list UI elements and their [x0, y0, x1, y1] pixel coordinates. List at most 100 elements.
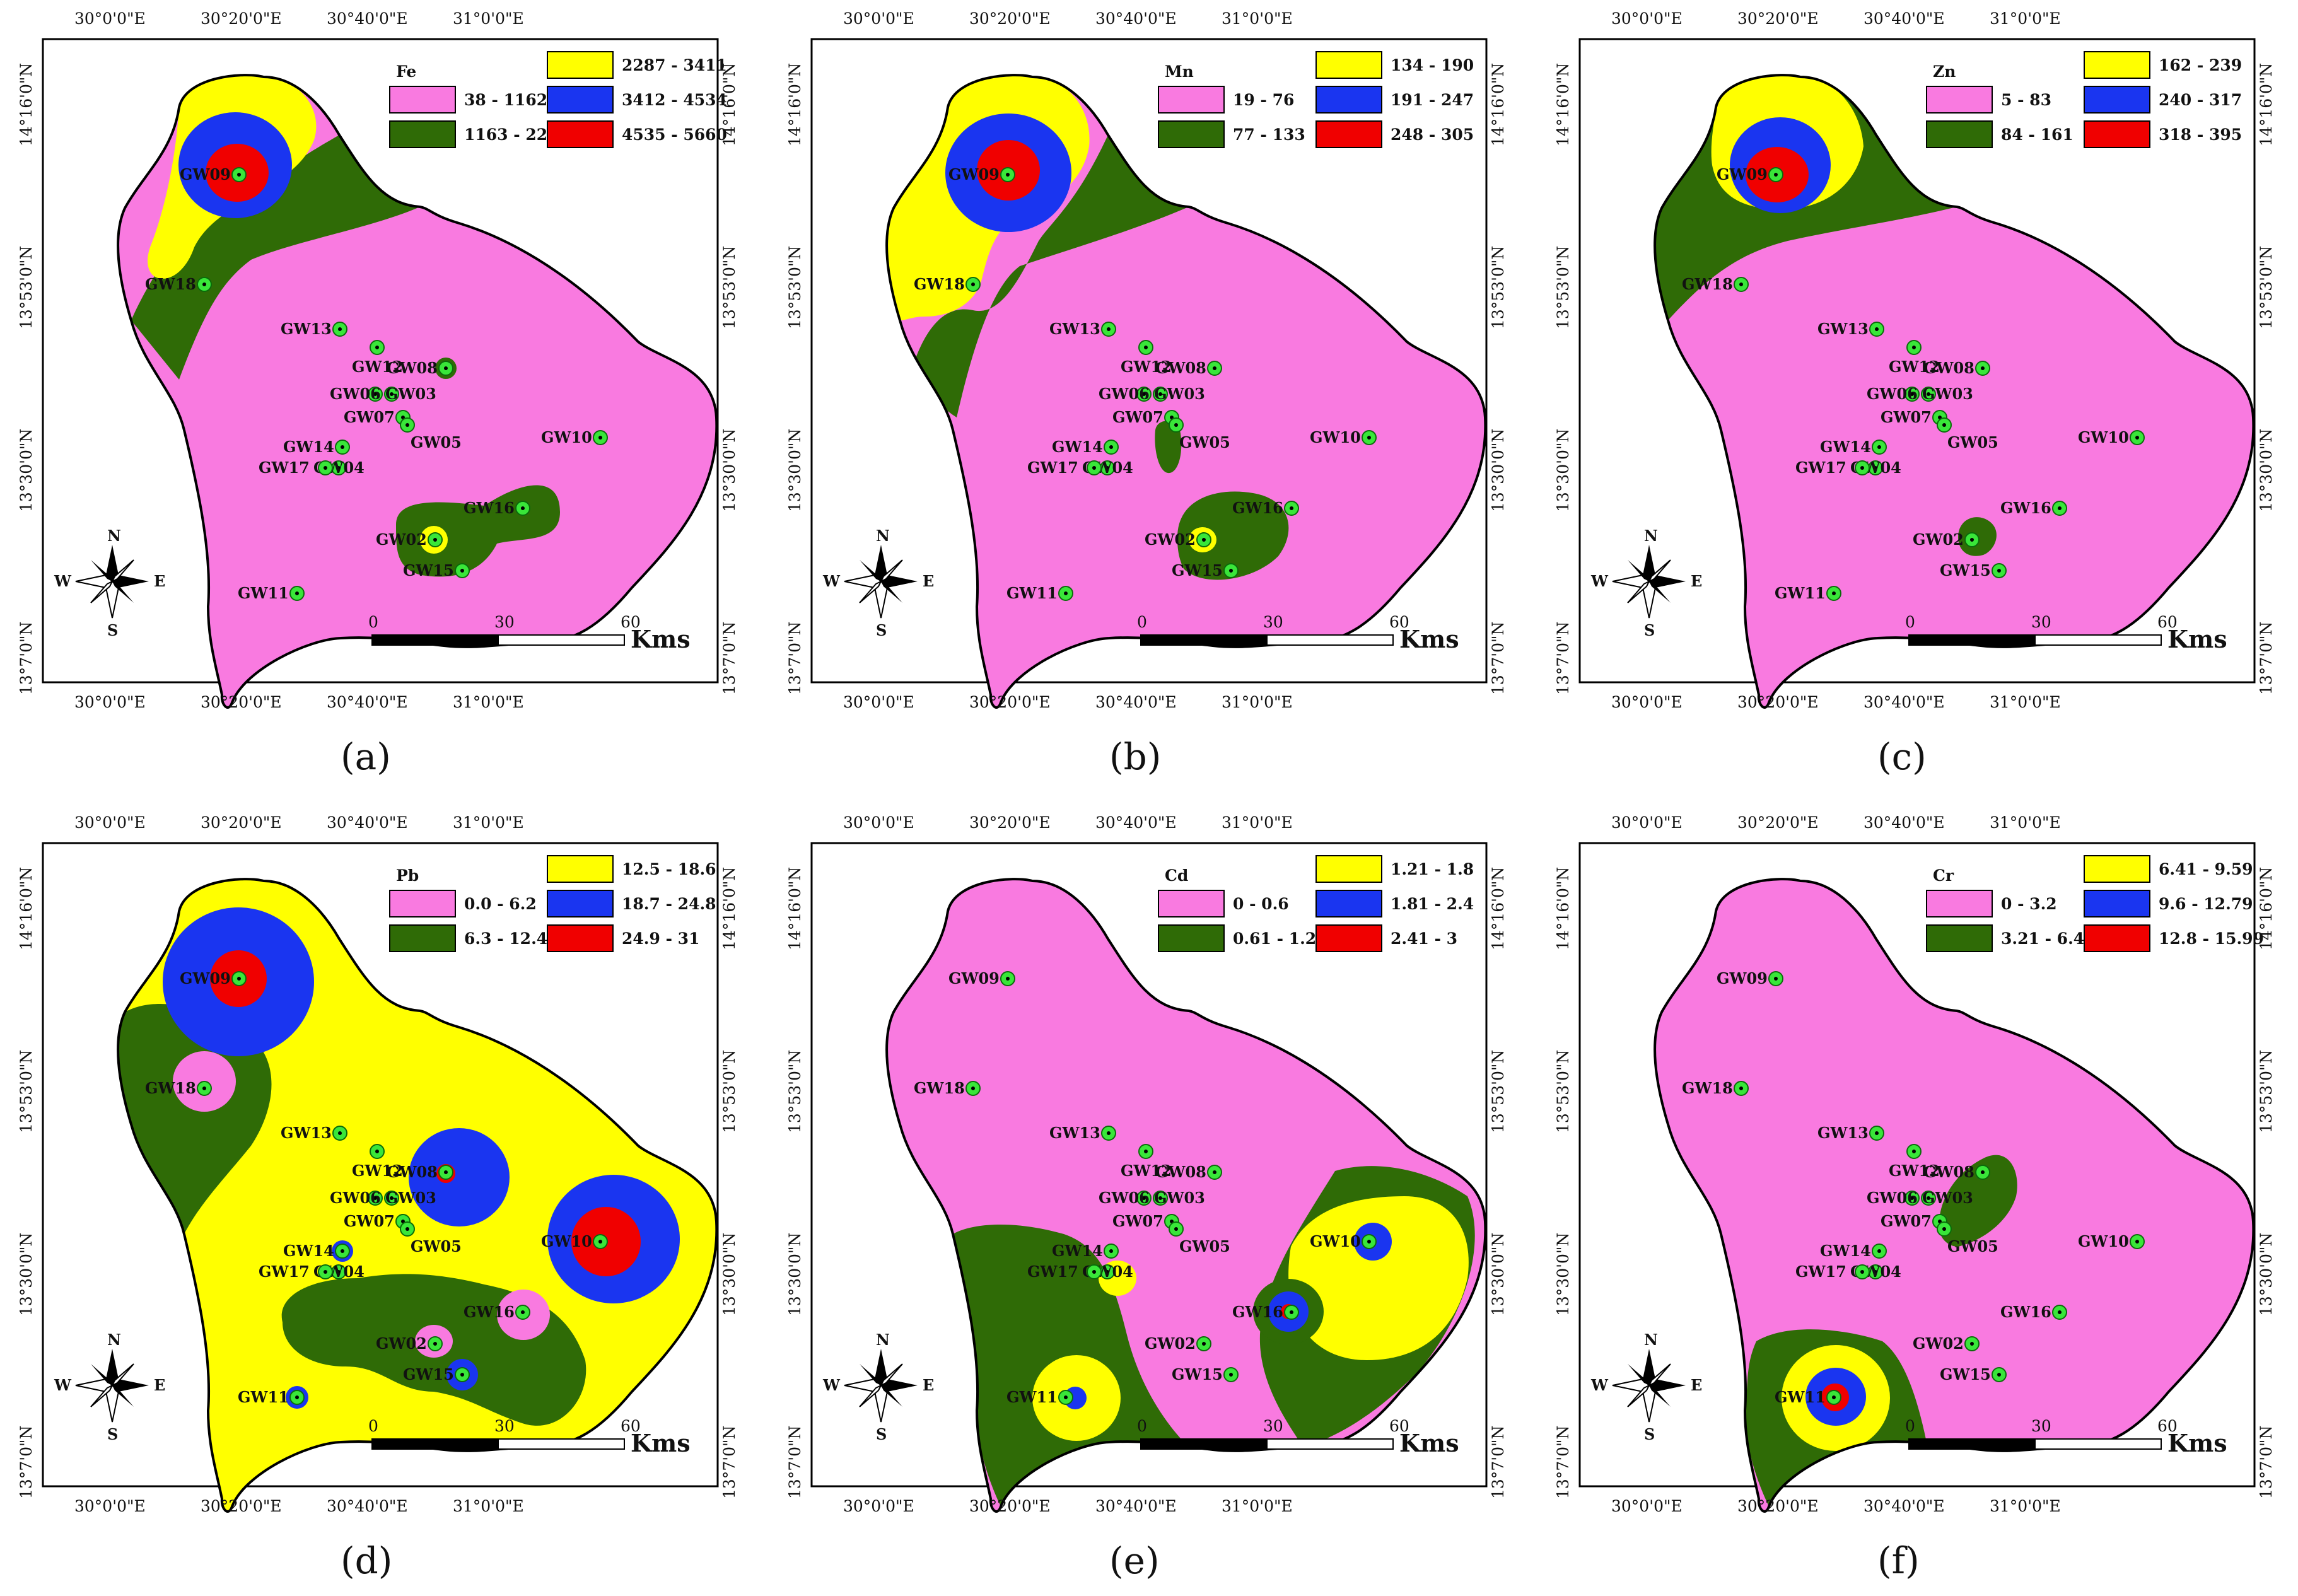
- compass-w: W: [1590, 1376, 1609, 1394]
- well-label: GW05: [1179, 1237, 1230, 1255]
- well-label: GW08: [1923, 359, 1974, 377]
- well-label: GW12: [1121, 358, 1172, 376]
- compass-s: S: [107, 1425, 118, 1443]
- legend: Zn 5 - 83 84 - 161 162 - 239 240 - 317 318 - …: [1926, 51, 2242, 148]
- well-marker: GW02: [376, 1334, 443, 1353]
- compass-needle: [112, 575, 149, 588]
- well-center: [2058, 506, 2062, 510]
- compass-needle: [106, 1349, 119, 1385]
- legend-swatch: [547, 890, 614, 917]
- compass-s: S: [107, 621, 118, 639]
- y-tick-left: 13°30'0"N: [17, 429, 35, 512]
- compass-needle: [1649, 575, 1686, 588]
- compass-needle: [112, 1385, 134, 1407]
- compass-n: N: [107, 1331, 121, 1349]
- well-label: GW12: [1889, 358, 1940, 376]
- well-label: GW06: [1867, 1189, 1918, 1207]
- well-label: GW06: [1867, 385, 1918, 403]
- well-marker: GW03: [384, 385, 436, 403]
- legend-range: 38 - 1162: [464, 91, 547, 109]
- x-tick-bottom: 30°0'0"E: [843, 693, 914, 711]
- well-label: GW16: [1232, 1303, 1283, 1321]
- y-tick-right: 13°30'0"N: [720, 1233, 738, 1316]
- well-center: [1109, 445, 1113, 449]
- well-marker: GW16: [464, 1303, 530, 1321]
- x-tick-top: 30°0'0"E: [843, 813, 914, 832]
- compass-needle: [90, 580, 114, 603]
- hotspot: [409, 1128, 510, 1226]
- well-center: [338, 1131, 342, 1135]
- legend-swatch: [1926, 120, 1993, 148]
- compass-needle: [881, 575, 918, 588]
- well-center: [1981, 366, 1985, 370]
- compass-s: S: [876, 621, 887, 639]
- well-label: GW05: [411, 433, 462, 451]
- compass-needle: [106, 545, 119, 581]
- well-label: GW07: [1112, 408, 1164, 426]
- compass-needle: [1628, 560, 1649, 581]
- well-marker: GW18: [914, 1079, 981, 1097]
- well-marker: GW05: [1937, 1221, 1998, 1255]
- well-marker: GW06: [1099, 385, 1152, 403]
- well-label: GW03: [1922, 385, 1973, 403]
- scale-unit: Kms: [1399, 1429, 1459, 1457]
- scale-segment: [498, 1438, 625, 1450]
- y-tick-right: 13°7'0"N: [2257, 1426, 2275, 1499]
- x-tick-top: 30°40'0"E: [327, 813, 408, 832]
- well-center: [341, 445, 344, 449]
- well-label: GW07: [1881, 408, 1932, 426]
- well-center: [2135, 1240, 2139, 1244]
- y-tick-right: 13°7'0"N: [1489, 1426, 1507, 1499]
- panel-caption: (c): [1877, 735, 1927, 778]
- well-center: [375, 346, 379, 349]
- well-label: GW09: [948, 165, 1000, 183]
- scale-segment: [1908, 634, 2036, 646]
- compass-e: E: [154, 572, 165, 590]
- compass-w: W: [1590, 572, 1609, 590]
- well-center: [1142, 392, 1146, 396]
- well-marker: GW12: [1121, 1144, 1172, 1180]
- legend-swatch: [1926, 924, 1993, 952]
- well-marker: GW12: [352, 1144, 403, 1180]
- compass-needle: [1643, 1349, 1655, 1385]
- well-marker: GW13: [1817, 1124, 1884, 1142]
- well-marker: GW08: [387, 1163, 453, 1181]
- well-center: [1213, 1170, 1216, 1174]
- well-center: [295, 591, 299, 595]
- compass-needle: [881, 1385, 902, 1407]
- well-marker: GW12: [1889, 340, 1940, 376]
- upper-zone: [131, 135, 420, 380]
- scale-segment: [2034, 1438, 2162, 1450]
- legend-range: 248 - 305: [1391, 125, 1474, 144]
- legend-range: 134 - 190: [1391, 56, 1474, 74]
- scale-label: 60: [621, 1417, 641, 1435]
- well-label: GW10: [2078, 1232, 2129, 1250]
- legend-swatch: [1315, 855, 1382, 883]
- well-marker: GW09: [948, 165, 1015, 183]
- compass-n: N: [876, 1331, 890, 1349]
- y-tick-left: 13°7'0"N: [17, 622, 35, 695]
- compass-rose: N S E W: [1590, 527, 1702, 639]
- x-tick-top: 30°40'0"E: [1095, 813, 1177, 832]
- compass-s: S: [876, 1425, 887, 1443]
- well-marker: GW15: [1172, 1365, 1239, 1383]
- well-marker: GW12: [1121, 340, 1172, 376]
- well-label: GW02: [376, 530, 427, 549]
- well-center: [375, 1150, 379, 1153]
- x-tick-top: 31°0'0"E: [1222, 9, 1293, 28]
- scale-unit: Kms: [631, 625, 691, 653]
- scale-label: 30: [494, 613, 515, 631]
- legend-range: 1.81 - 2.4: [1391, 895, 1474, 913]
- well-label: GW02: [1145, 1334, 1196, 1353]
- well-marker: GW18: [914, 275, 981, 293]
- compass-w: W: [54, 572, 72, 590]
- well-label: GW11: [238, 1388, 289, 1406]
- well-label: GW08: [1923, 1163, 1974, 1181]
- x-tick-top: 30°40'0"E: [1095, 9, 1177, 28]
- compass-needle: [881, 1379, 918, 1392]
- well-center: [338, 327, 342, 331]
- well-marker: GW08: [387, 359, 453, 377]
